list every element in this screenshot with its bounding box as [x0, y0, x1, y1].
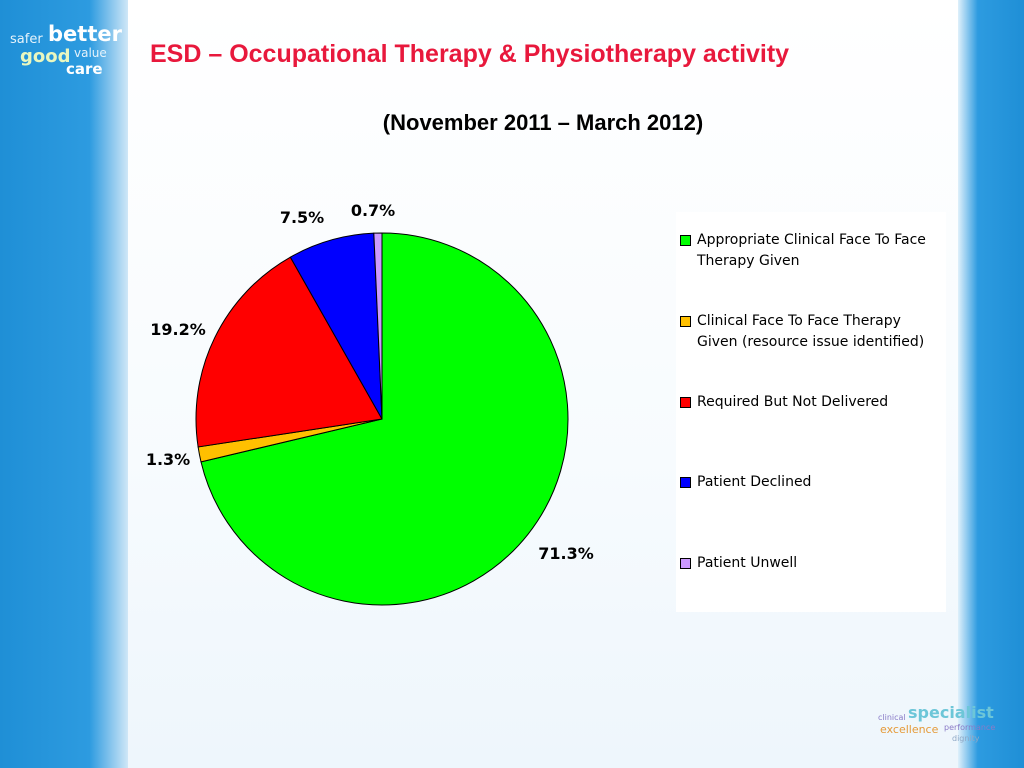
chart-subtitle: (November 2011 – March 2012) — [382, 110, 704, 135]
legend-label: Patient Unwell — [697, 555, 798, 571]
right-decor-band — [958, 0, 1024, 768]
legend-item: Patient Unwell — [680, 553, 942, 574]
logo-word: specialist — [908, 703, 994, 722]
slide-title: ESD – Occupational Therapy & Physiothera… — [150, 40, 790, 68]
right-brand-logo: clinical specialist excellence performan… — [876, 703, 1006, 749]
legend-label: Required But Not Delivered — [697, 394, 889, 410]
legend-item: Patient Declined — [680, 472, 942, 493]
chart-legend: Appropriate Clinical Face To Face Therap… — [676, 212, 946, 612]
legend-swatch — [680, 235, 691, 246]
legend-item: Required But Not Delivered — [680, 392, 942, 413]
data-label: 0.7% — [351, 201, 395, 220]
legend-label: Patient Declined — [697, 474, 812, 490]
pie-slice — [200, 232, 569, 606]
logo-word: care — [66, 60, 103, 78]
data-label: 19.2% — [150, 320, 206, 339]
pie-slice — [195, 256, 383, 448]
logo-word: good — [20, 46, 71, 67]
logo-word: clinical — [878, 713, 906, 722]
legend-label: Appropriate Clinical Face To Face Therap… — [697, 232, 926, 269]
legend-label: Clinical Face To Face Therapy Given (res… — [697, 313, 925, 350]
legend-item: Clinical Face To Face Therapy Given (res… — [680, 311, 942, 353]
legend-swatch — [680, 316, 691, 327]
pie-chart: 71.3% 1.3% 19.2% 7.5% 0.7% — [146, 201, 594, 606]
legend-item: Appropriate Clinical Face To Face Therap… — [680, 230, 942, 272]
logo-word: performance — [944, 723, 996, 732]
data-label: 71.3% — [538, 544, 594, 563]
logo-word: better — [48, 22, 122, 46]
logo-word: dignity — [952, 734, 980, 743]
legend-swatch — [680, 397, 691, 408]
pie-slice — [373, 232, 383, 420]
logo-word: excellence — [880, 723, 939, 736]
legend-swatch — [680, 558, 691, 569]
legend-swatch — [680, 477, 691, 488]
logo-word: safer — [10, 32, 43, 47]
data-label: 7.5% — [280, 208, 324, 227]
left-brand-logo: safer better good value care — [8, 22, 126, 82]
data-label: 1.3% — [146, 450, 190, 469]
left-decor-band — [0, 0, 128, 768]
logo-word: value — [74, 46, 107, 60]
